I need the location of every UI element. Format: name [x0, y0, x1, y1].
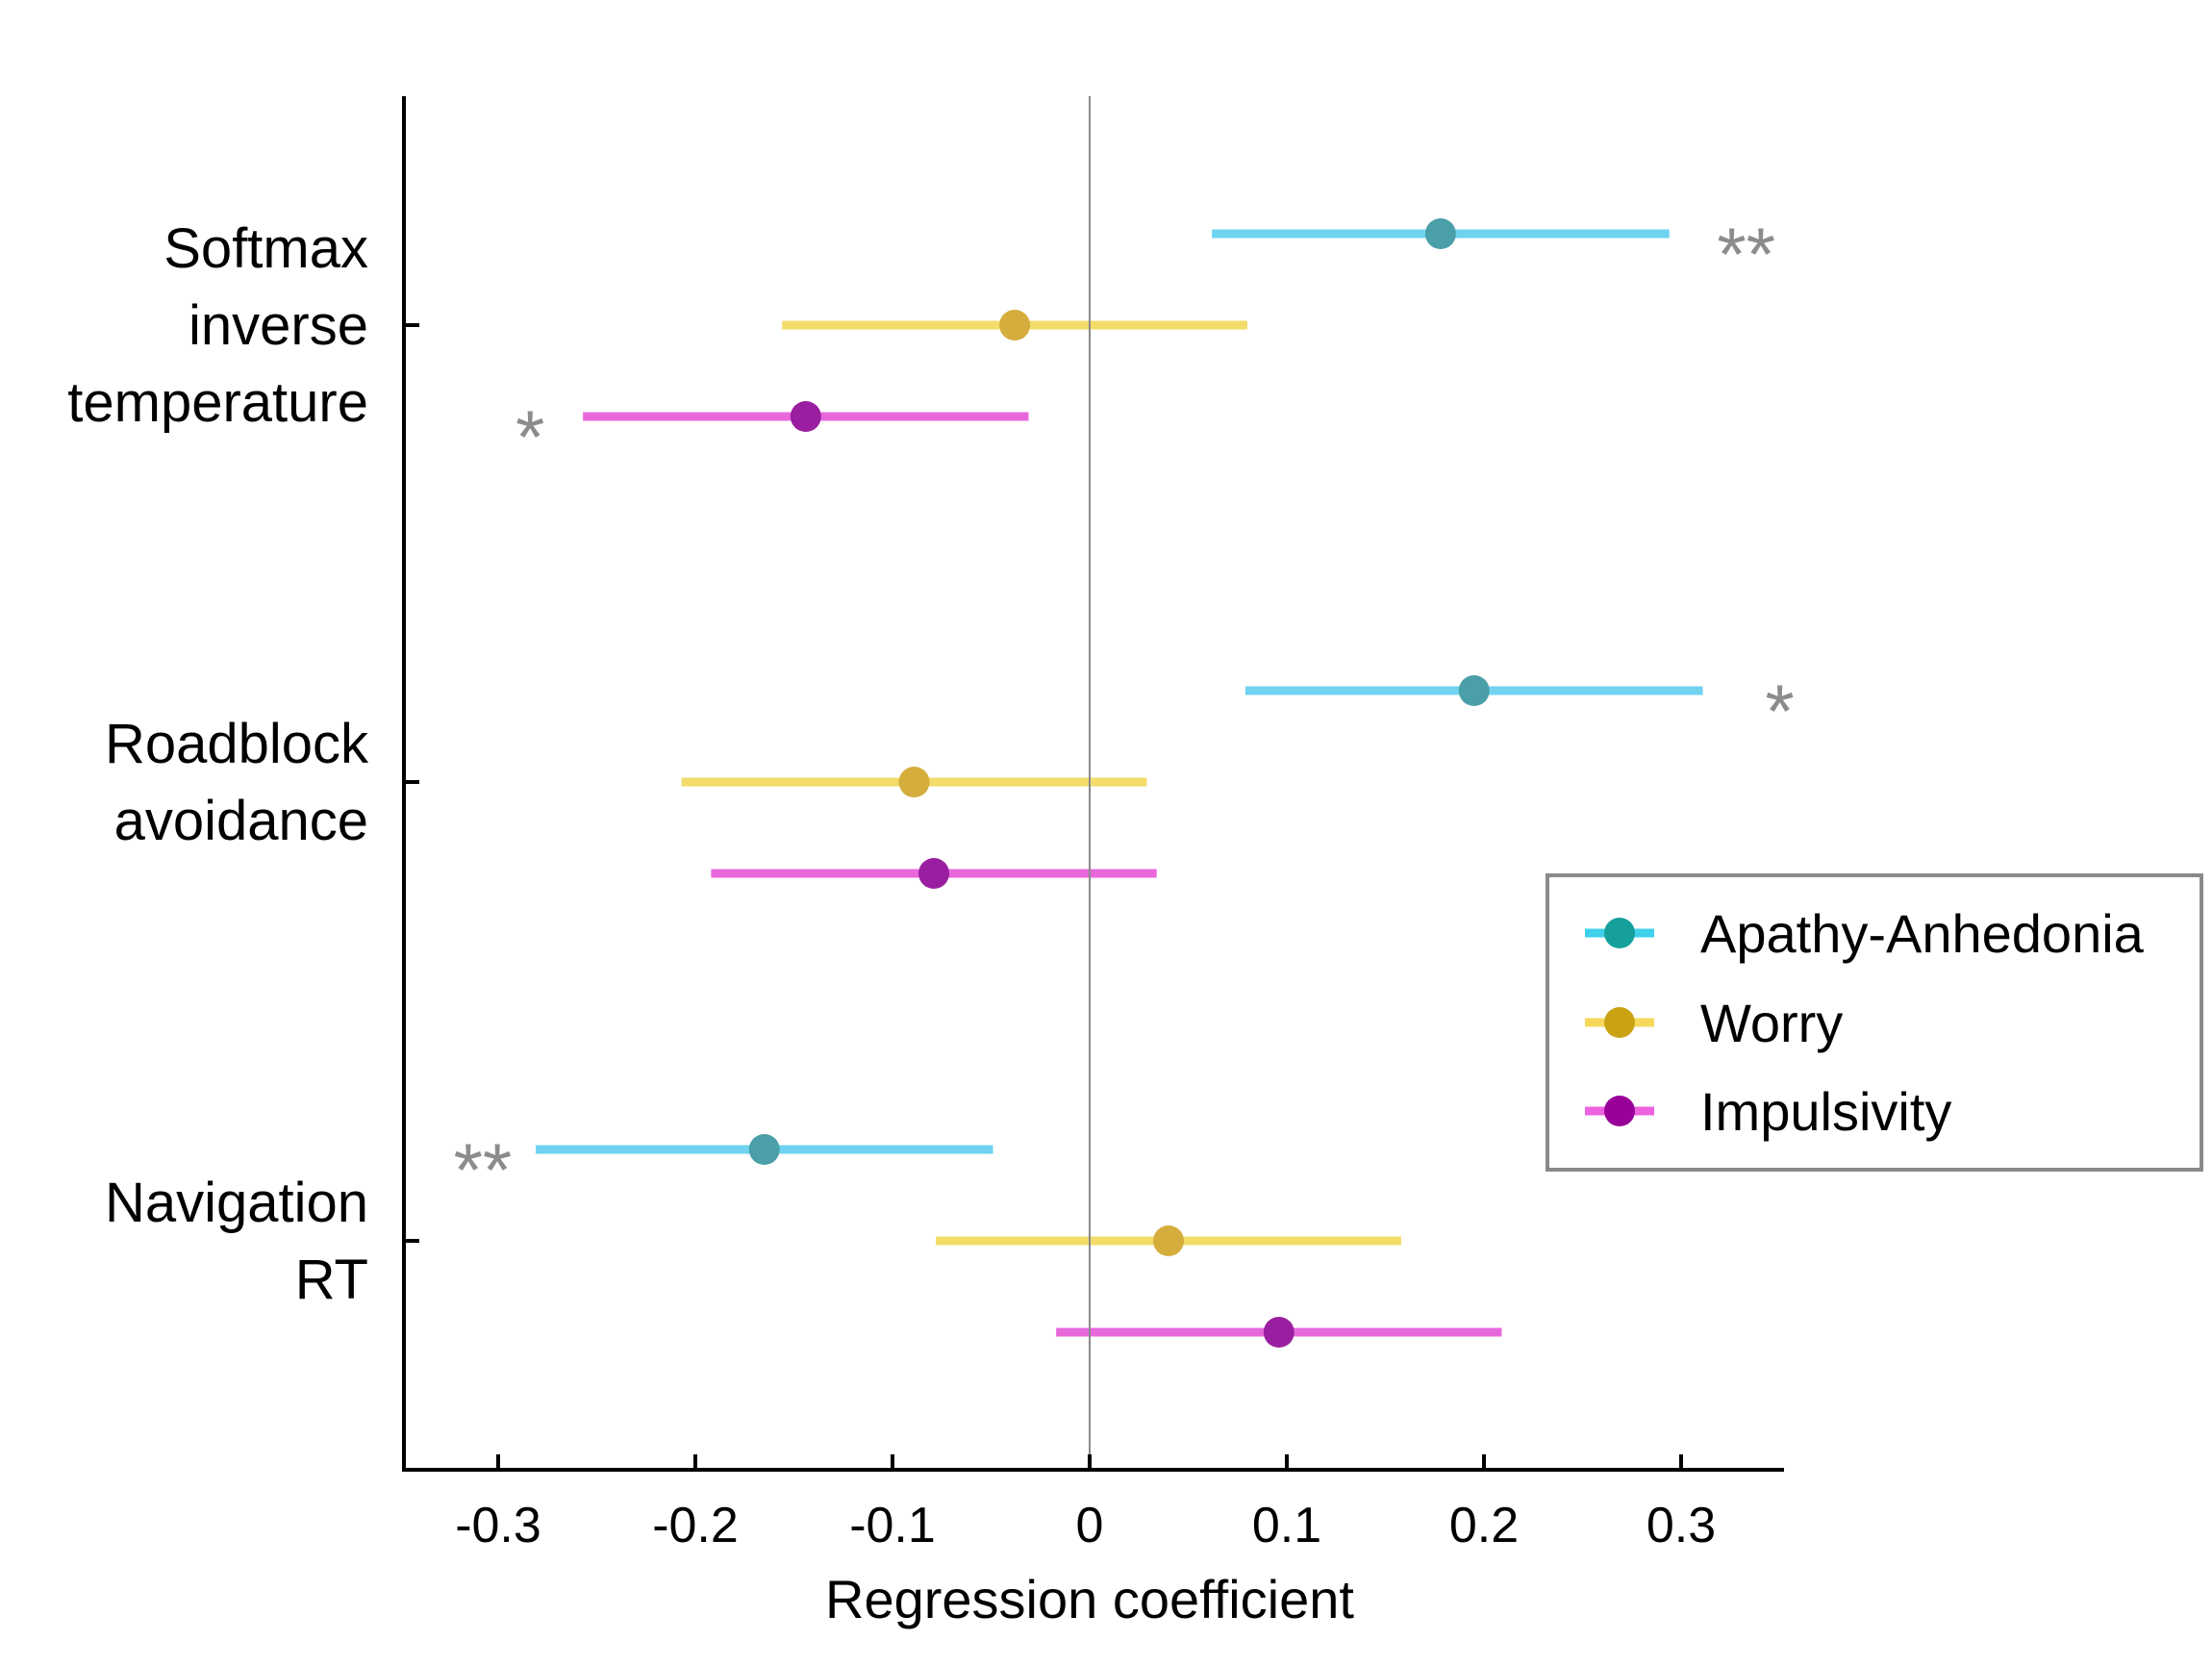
legend-marker	[1604, 1096, 1635, 1126]
x-tick-label: 0.3	[1646, 1498, 1716, 1553]
data-point	[1424, 218, 1456, 249]
data-point	[1153, 1225, 1184, 1256]
data-point	[1263, 1317, 1295, 1348]
data-point	[790, 401, 821, 432]
plot-area: ******	[454, 212, 1795, 1348]
x-tick-label: 0	[1076, 1498, 1104, 1553]
category-labels: Softmax inverse temperature Roadblock avoida…	[67, 217, 369, 1311]
legend-marker	[1604, 1007, 1635, 1038]
legend-label: Worry	[1700, 993, 1843, 1053]
legend-marker	[1604, 918, 1635, 948]
legend-item: Impulsivity	[1585, 1081, 1951, 1142]
x-tick-label: -0.1	[849, 1498, 936, 1553]
data-point	[748, 1134, 780, 1165]
axes	[402, 96, 1784, 1472]
legend-item: Worry	[1585, 993, 1843, 1053]
category-label: avoidance	[114, 790, 368, 852]
legend: Apathy-Anhedonia Worry Impulsivity	[1546, 873, 2203, 1172]
significance-marker: *	[1765, 669, 1794, 753]
category-label: temperature	[67, 371, 368, 434]
x-tick-label: -0.2	[652, 1498, 739, 1553]
data-point	[898, 767, 930, 797]
category-label: inverse	[189, 294, 368, 357]
category-label: Roadblock	[105, 713, 369, 775]
x-tick-label: 0.1	[1252, 1498, 1321, 1553]
category-label: RT	[295, 1249, 368, 1311]
x-axis-ticks: -0.3 -0.2 -0.1 0 0.1 0.2 0.3	[455, 1454, 1716, 1553]
x-tick-label: -0.3	[455, 1498, 541, 1553]
legend-box	[1546, 873, 2203, 1172]
legend-label: Apathy-Anhedonia	[1700, 903, 2145, 964]
significance-marker: **	[1717, 212, 1775, 296]
significance-marker: **	[454, 1127, 513, 1212]
x-tick-label: 0.2	[1449, 1498, 1519, 1553]
legend-item: Apathy-Anhedonia	[1585, 903, 2145, 964]
data-point	[999, 310, 1031, 341]
legend-label: Impulsivity	[1700, 1081, 1951, 1142]
category-label: Navigation	[105, 1172, 368, 1234]
x-axis-title: Regression coefficient	[825, 1569, 1354, 1629]
significance-marker: *	[515, 394, 544, 479]
data-point	[918, 858, 950, 889]
data-point	[1458, 675, 1490, 706]
category-label: Softmax	[163, 217, 368, 280]
